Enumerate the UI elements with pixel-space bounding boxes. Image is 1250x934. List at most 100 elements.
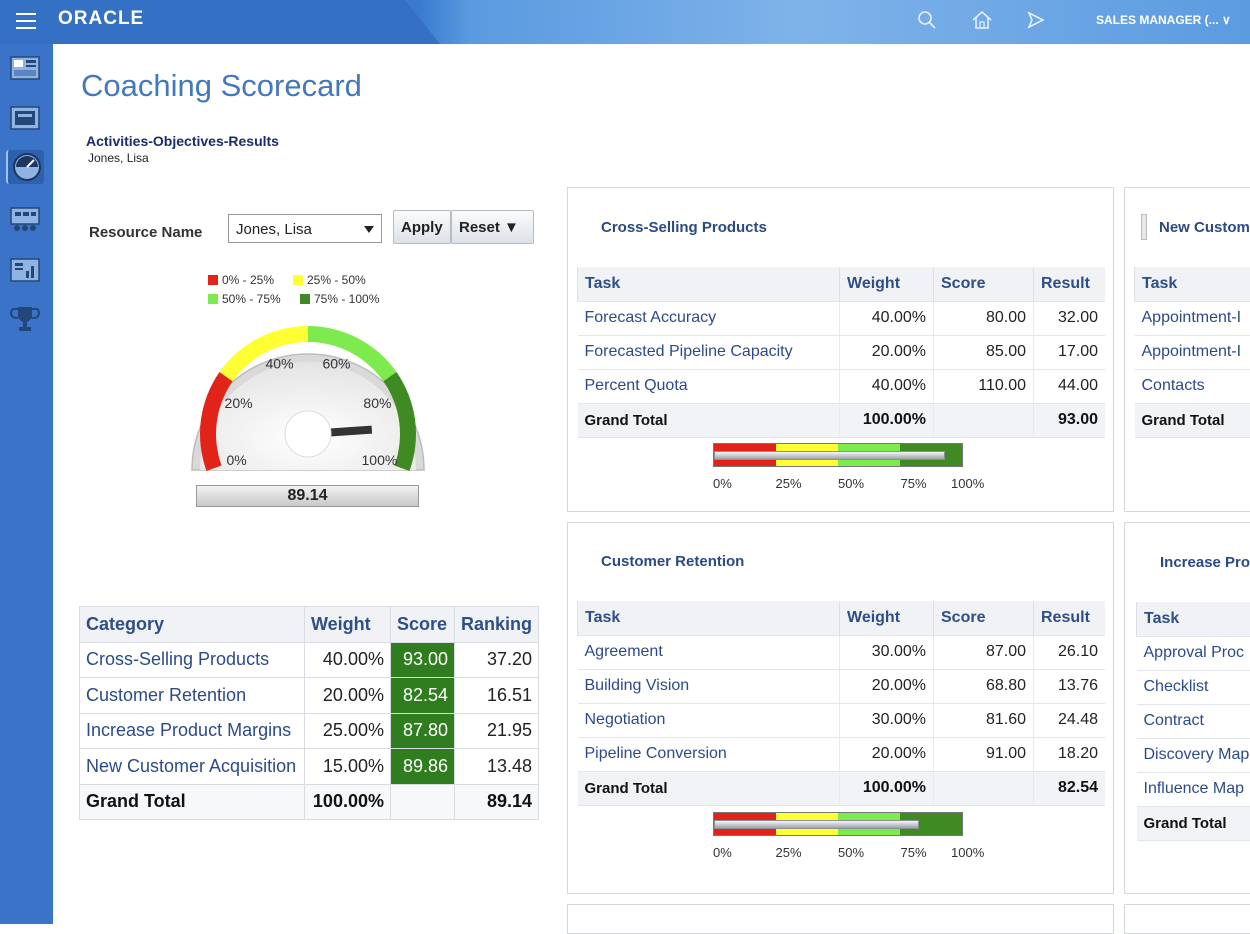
sidebar-dashboard-icon[interactable]	[6, 52, 44, 86]
panel-title[interactable]: New Custom	[1159, 219, 1250, 236]
bullet-axis-label: 50%	[838, 845, 864, 860]
category-link[interactable]: New Customer Acquisition	[80, 749, 305, 785]
home-icon[interactable]	[971, 10, 993, 32]
column-header[interactable]: Score	[934, 267, 1034, 301]
table-row: Customer Retention 20.00% 82.54 16.51	[80, 678, 539, 714]
legend-label: 0% - 25%	[222, 273, 274, 287]
table-row: Appointment-I	[1135, 335, 1250, 369]
navigator-icon[interactable]	[1025, 10, 1047, 32]
task-link[interactable]: Agreement	[578, 635, 840, 669]
table-row: Influence Map	[1137, 772, 1250, 806]
task-link[interactable]: Appointment-I	[1135, 301, 1250, 335]
task-link[interactable]: Pipeline Conversion	[578, 737, 840, 771]
left-sidebar	[0, 44, 53, 924]
dropdown-arrow-icon	[364, 226, 374, 233]
score-cell: 91.00	[934, 737, 1034, 771]
apply-button[interactable]: Apply	[393, 210, 451, 244]
legend-item-4: 75% - 100%	[300, 292, 379, 306]
column-header[interactable]: Score	[934, 601, 1034, 635]
search-icon[interactable]	[916, 10, 938, 32]
bottom-panel-partial-right	[1124, 904, 1250, 934]
grand-total-weight: 100.00%	[840, 403, 934, 437]
sidebar-trophy-icon[interactable]	[6, 302, 44, 336]
column-header[interactable]: Score	[390, 607, 454, 643]
task-link[interactable]: Contacts	[1135, 369, 1250, 403]
oracle-logo: ORACLE	[58, 8, 144, 30]
column-header[interactable]: Ranking	[454, 607, 538, 643]
reset-button[interactable]: Reset ▼	[451, 210, 534, 244]
grand-total-label: Grand Total	[578, 771, 840, 805]
column-header[interactable]: Weight	[305, 607, 391, 643]
cross-selling-table: Task Weight Score Result Forecast Accura…	[577, 267, 1105, 438]
task-link[interactable]: Forecast Accuracy	[578, 301, 840, 335]
grand-total-row: Grand Total	[1137, 806, 1250, 840]
task-link[interactable]: Negotiation	[578, 703, 840, 737]
resource-name-label: Resource Name	[89, 224, 202, 241]
table-row: Building Vision 20.00% 68.80 13.76	[578, 669, 1106, 703]
panel-drag-handle[interactable]	[1141, 214, 1147, 240]
column-header[interactable]: Weight	[840, 601, 934, 635]
task-link[interactable]: Discovery Map	[1137, 738, 1250, 772]
task-link[interactable]: Forecasted Pipeline Capacity	[578, 335, 840, 369]
table-row: Agreement 30.00% 87.00 26.10	[578, 635, 1106, 669]
task-link[interactable]: Building Vision	[578, 669, 840, 703]
column-header[interactable]: Task	[578, 267, 840, 301]
grand-total-row: Grand Total 100.00% 89.14	[80, 784, 539, 820]
grand-total-label: Grand Total	[578, 403, 840, 437]
grand-total-row: Grand Total	[1135, 403, 1250, 437]
bullet-axis-label: 75%	[901, 845, 927, 860]
sidebar-team-icon[interactable]	[6, 204, 44, 238]
task-link[interactable]: Appointment-I	[1135, 335, 1250, 369]
legend-label: 75% - 100%	[314, 292, 379, 306]
sidebar-report-icon[interactable]	[6, 102, 44, 136]
page-title: Coaching Scorecard	[81, 68, 362, 104]
gauge-tick-label: 80%	[363, 395, 391, 411]
task-link[interactable]: Percent Quota	[578, 369, 840, 403]
table-header-row: Task Weight Score Result	[578, 601, 1106, 635]
grand-total-row: Grand Total 100.00% 82.54	[578, 771, 1106, 805]
column-header[interactable]: Weight	[840, 267, 934, 301]
score-cell: 85.00	[934, 335, 1034, 369]
score-cell: 87.80	[390, 713, 454, 749]
user-menu[interactable]: SALES MANAGER (... ∨	[1096, 13, 1231, 27]
table-header-row: Category Weight Score Ranking	[80, 607, 539, 643]
panel-title[interactable]: Customer Retention	[601, 553, 744, 570]
sidebar-chart-icon[interactable]	[6, 254, 44, 288]
legend-swatch	[300, 294, 310, 304]
bullet-axis-label: 0%	[713, 476, 732, 491]
weight-cell: 40.00%	[305, 642, 391, 678]
sidebar-gauge-icon[interactable]	[6, 150, 44, 184]
column-header[interactable]: Category	[80, 607, 305, 643]
task-link[interactable]: Contract	[1137, 704, 1250, 738]
score-cell: 82.54	[390, 678, 454, 714]
panel-title[interactable]: Increase Pro	[1160, 554, 1250, 571]
table-row: Negotiation 30.00% 81.60 24.48	[578, 703, 1106, 737]
ranking-cell: 13.48	[454, 749, 538, 785]
grand-total-score	[934, 403, 1034, 437]
column-header[interactable]: Task	[578, 601, 840, 635]
new-customer-table: Task Appointment-I Appointment-I Contact…	[1134, 267, 1250, 438]
grand-total-label: Grand Total	[1137, 806, 1250, 840]
column-header[interactable]: Result	[1034, 601, 1106, 635]
grand-total-label: Grand Total	[80, 784, 305, 820]
column-header[interactable]: Task	[1137, 602, 1250, 636]
hamburger-menu-icon[interactable]	[16, 13, 36, 29]
category-link[interactable]: Increase Product Margins	[80, 713, 305, 749]
cross-selling-panel: Cross-Selling Products Task Weight Score…	[567, 187, 1114, 512]
bullet-axis-label: 0%	[713, 845, 732, 860]
category-link[interactable]: Customer Retention	[80, 678, 305, 714]
task-link[interactable]: Checklist	[1137, 670, 1250, 704]
task-link[interactable]: Approval Proc	[1137, 636, 1250, 670]
bullet-axis-label: 100%	[951, 845, 984, 860]
table-row: Forecast Accuracy 40.00% 80.00 32.00	[578, 301, 1106, 335]
weight-cell: 20.00%	[305, 678, 391, 714]
column-header[interactable]: Result	[1034, 267, 1106, 301]
task-link[interactable]: Influence Map	[1137, 772, 1250, 806]
resource-name-dropdown[interactable]: Jones, Lisa	[228, 214, 382, 243]
category-link[interactable]: Cross-Selling Products	[80, 642, 305, 678]
score-cell: 68.80	[934, 669, 1034, 703]
column-header[interactable]: Task	[1135, 267, 1250, 301]
panel-title[interactable]: Cross-Selling Products	[601, 219, 767, 236]
customer-retention-panel: Customer Retention Task Weight Score Res…	[567, 522, 1114, 894]
table-header-row: Task	[1135, 267, 1250, 301]
